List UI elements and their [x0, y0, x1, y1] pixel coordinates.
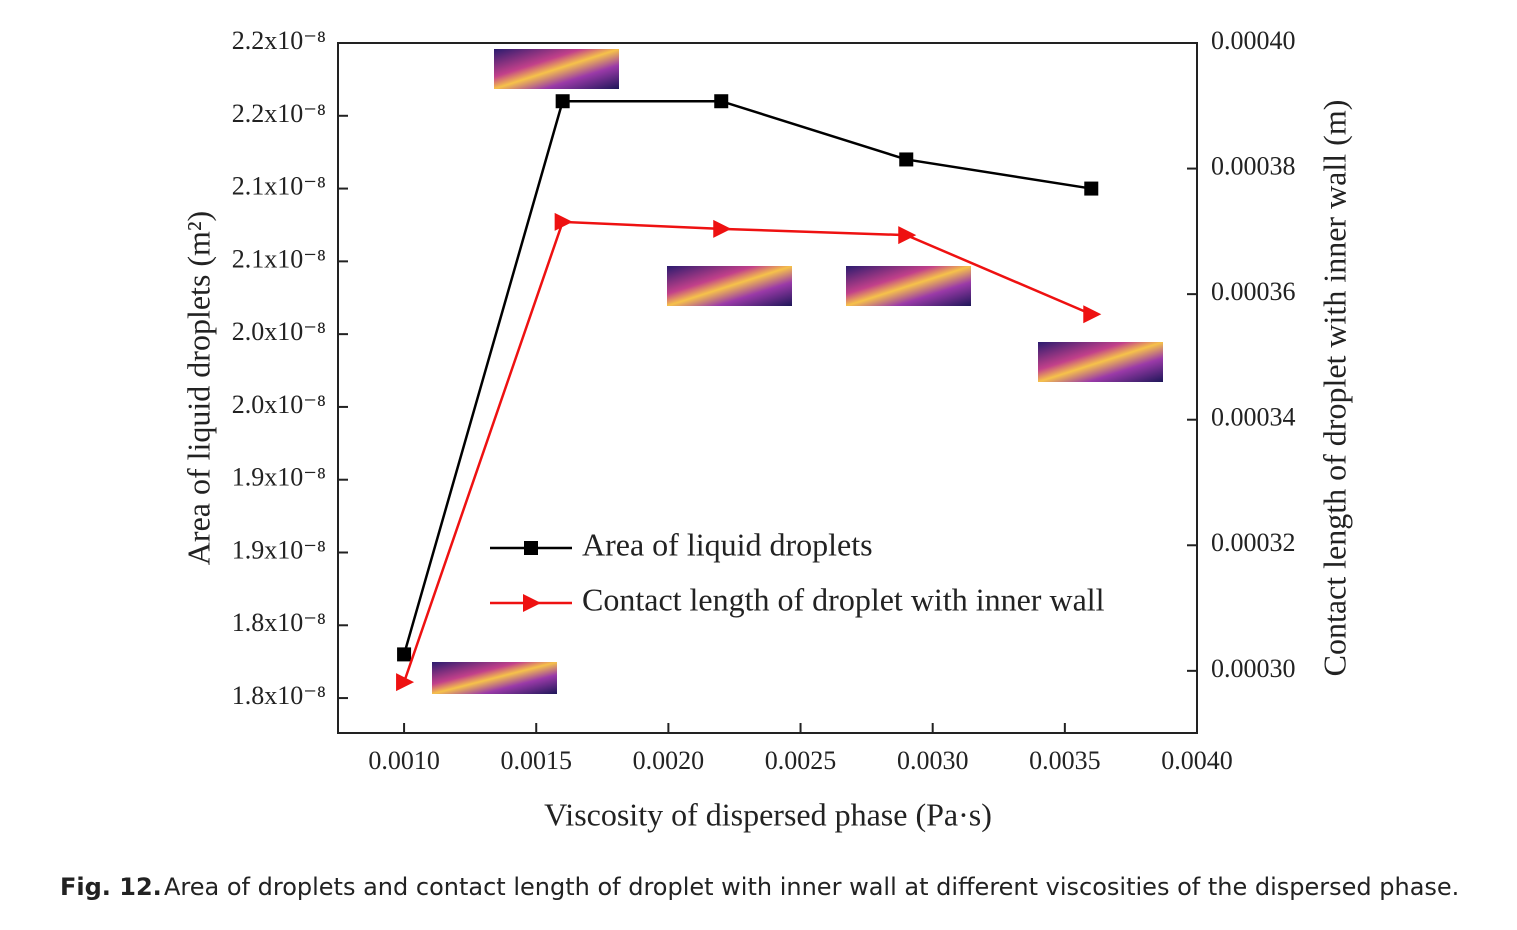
marker	[397, 647, 412, 662]
x-tick-label: 0.0040	[1161, 746, 1233, 775]
marker	[898, 226, 917, 245]
y-tick-label: 1.8x10⁻⁸	[232, 681, 326, 710]
y-tick-label: 1.8x10⁻⁸	[232, 608, 326, 637]
thumbnail	[846, 266, 971, 306]
thumbnail	[667, 266, 792, 306]
x-tick-label: 0.0035	[1029, 746, 1101, 775]
thumbnails	[432, 49, 1163, 694]
y-tick-label: 1.9x10⁻⁸	[232, 463, 326, 492]
x-tick-label: 0.0010	[368, 746, 440, 775]
caption-label: Fig. 12.	[60, 873, 162, 901]
y-tick-label: 1.9x10⁻⁸	[232, 535, 326, 564]
x-tick-label: 0.0020	[633, 746, 705, 775]
marker	[396, 673, 415, 692]
y-tick-label: 2.0x10⁻⁸	[232, 317, 326, 346]
y-tick-label: 2.1x10⁻⁸	[232, 172, 326, 201]
marker	[713, 219, 732, 238]
y2-tick-label: 0.00036	[1211, 277, 1296, 306]
marker	[555, 94, 570, 109]
y2-tick-label: 0.00040	[1211, 26, 1296, 55]
marker	[1083, 305, 1102, 324]
y2-tick-label: 0.00038	[1211, 152, 1296, 181]
y2-tick-label: 0.00034	[1211, 403, 1296, 432]
thumbnail	[494, 49, 619, 89]
x-tick-label: 0.0015	[500, 746, 572, 775]
thumbnail	[432, 662, 557, 694]
x-tick-label: 0.0030	[897, 746, 969, 775]
y-tick-label: 2.2x10⁻⁸	[232, 99, 326, 128]
legend-marker	[523, 594, 541, 612]
x-axis-label: Viscosity of dispersed phase (Pa·s)	[544, 796, 992, 832]
y2-tick-label: 0.00030	[1211, 654, 1296, 683]
thumbnail	[1038, 342, 1163, 382]
y-axis-label: Area of liquid droplets (m²)	[180, 211, 216, 565]
marker	[899, 152, 914, 167]
y-tick-label: 2.1x10⁻⁸	[232, 244, 326, 273]
plot-frame	[337, 42, 1198, 734]
marker	[554, 212, 573, 231]
y-tick-label: 2.0x10⁻⁸	[232, 390, 326, 419]
x-tick-label: 0.0025	[765, 746, 837, 775]
marker	[1084, 181, 1099, 196]
marker	[714, 94, 729, 109]
legend-label: Area of liquid droplets	[582, 526, 873, 562]
y2-axis-label: Contact length of droplet with inner wal…	[1316, 100, 1352, 677]
legend-marker	[524, 541, 538, 555]
legend-label: Contact length of droplet with inner wal…	[582, 581, 1105, 617]
y2-tick-label: 0.00032	[1211, 528, 1296, 557]
caption: Area of droplets and contact length of d…	[164, 873, 1459, 901]
y-tick-label: 2.2x10⁻⁸	[232, 26, 326, 55]
series-line	[402, 99, 1092, 655]
